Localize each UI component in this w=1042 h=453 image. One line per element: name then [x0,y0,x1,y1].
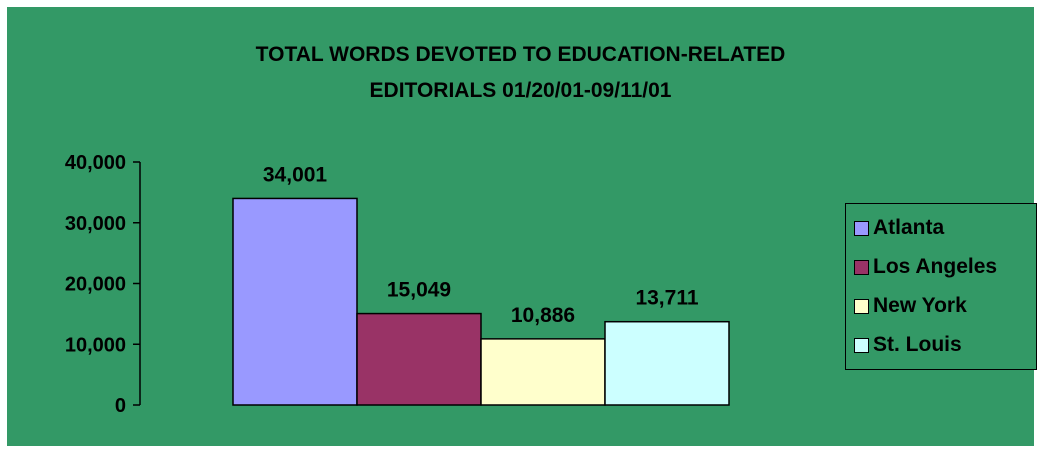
y-tick-label: 10,000 [65,334,126,356]
bar-atlanta [232,197,358,406]
legend-label: St. Louis [873,333,962,356]
chart-area: TOTAL WORDS DEVOTED TO EDUCATION-RELATED… [7,7,1037,446]
data-label: 10,886 [511,304,575,327]
legend-swatch [854,259,869,275]
legend-swatch [854,220,869,236]
data-label: 13,711 [635,287,698,310]
legend-item-st-louis: St. Louis [854,333,962,357]
legend-item-new-york: New York [854,294,967,318]
data-label: 34,001 [263,163,328,186]
bar-st-louis [604,320,730,406]
chart-title-line-2: EDITORIALS 01/20/01-09/11/01 [369,79,672,102]
chart-title: TOTAL WORDS DEVOTED TO EDUCATION-RELATED… [7,37,1034,109]
y-tick-label: 30,000 [65,213,126,235]
legend-swatch [854,298,869,314]
legend-label: Atlanta [873,216,945,239]
legend-item-atlanta: Atlanta [854,216,944,240]
y-tick-label: 0 [115,395,126,417]
bar-los-angeles [356,312,482,406]
legend-label: Los Angeles [873,255,998,278]
legend-label: New York [873,294,967,317]
legend-swatch [854,337,869,353]
y-tick-label: 40,000 [65,152,126,174]
chart-title-line-1: TOTAL WORDS DEVOTED TO EDUCATION-RELATED [255,43,786,66]
y-tick-label: 20,000 [65,274,126,296]
data-label: 15,049 [387,279,451,302]
bar-new-york [480,338,606,406]
legend-item-los-angeles: Los Angeles [854,255,997,279]
legend: Atlanta Los Angeles New York St. Louis [845,203,1037,370]
plot-area: 0 10,000 20,000 30,000 40,000 34,001 15,049 10,… [65,152,730,417]
